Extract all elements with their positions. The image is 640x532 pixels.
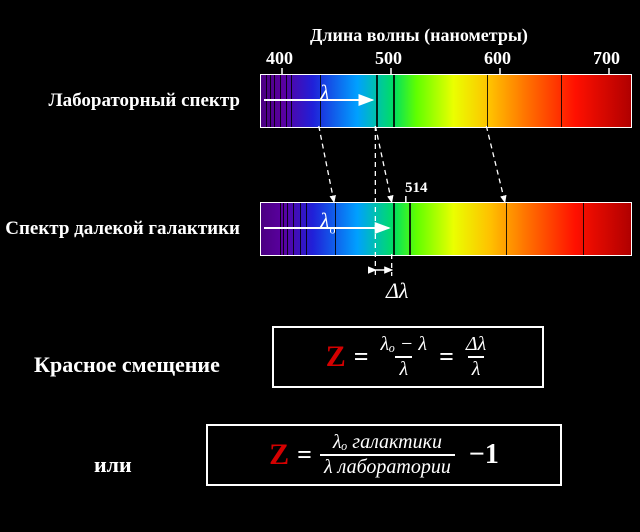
axis-tick-label: 700 [593,48,620,69]
absorption-line [283,203,284,255]
lambda-label-gal: λo [320,208,336,237]
axis-tick-label: 400 [266,48,293,69]
absorption-line [280,203,281,255]
formula-box-1: Z = λₒ − λ λ = Δλ λ [272,326,544,388]
absorption-line [300,203,301,255]
absorption-line [270,75,271,127]
shifted-line-value: 514 [405,180,428,197]
absorption-line [376,75,378,127]
axis-tick-label: 600 [484,48,511,69]
axis-tick-label: 500 [375,48,402,69]
absorption-line [293,203,294,255]
z-symbol-2: Z [269,438,289,472]
label-lab-spectrum: Лабораторный спектр [48,90,240,112]
absorption-line [393,75,395,127]
equals-1b: = [439,342,454,372]
absorption-line [393,203,395,255]
formula-box-2: Z = λₒ галактики λ лаборатории −1 [206,424,562,486]
absorption-line [487,75,488,127]
label-or: или [94,452,132,478]
spectrum-galaxy [260,202,632,256]
absorption-line [506,203,507,255]
delta-lambda-label: Δλ [386,278,408,304]
fraction-2: λₒ галактики λ лаборатории [320,432,455,478]
absorption-line [583,203,584,255]
absorption-line [280,75,281,127]
absorption-line [286,75,287,127]
absorption-line [291,75,292,127]
absorption-line [266,75,267,127]
fraction-1b: Δλ λ [462,334,490,380]
label-galaxy-spectrum: Спектр далекой галактики [5,218,240,240]
spectrum-lab [260,74,632,128]
absorption-line [287,203,288,255]
equals-1a: = [354,342,369,372]
absorption-line [561,75,562,127]
axis-title: Длина волны (нанометры) [310,25,528,46]
absorption-line [306,203,307,255]
minus-one: −1 [469,439,499,471]
equals-2: = [297,440,312,470]
z-symbol-1: Z [326,340,346,374]
absorption-line [409,203,411,255]
fraction-1a: λₒ − λ λ [377,334,432,380]
label-redshift: Красное смещение [34,352,220,378]
absorption-line [274,75,275,127]
lambda-label-lab: λ [320,80,330,106]
